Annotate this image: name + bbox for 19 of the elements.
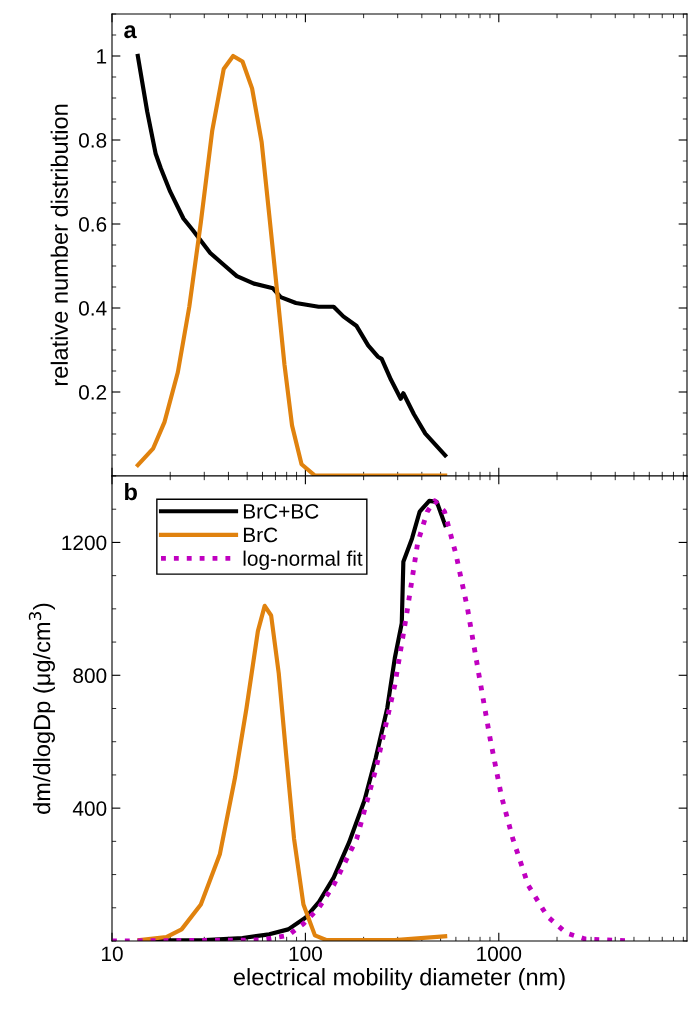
y-axis-title: dm/dlogDp (μg/cm$^{3}$) (28, 603, 55, 814)
y-tick-label: 800 (73, 668, 107, 684)
y-tick-label: 400 (72, 801, 107, 816)
y-tick-label: 1200 (62, 535, 107, 551)
legend-label: log-normal fit (243, 550, 363, 571)
x-tick-label: 10 (102, 946, 123, 962)
y-tick-label: 0.4 (78, 301, 107, 316)
y-tick-label: 0.8 (78, 133, 107, 148)
y-axis-title: relative number distribution (50, 104, 68, 386)
y-tick-label: 1 (97, 49, 107, 64)
legend-label: BrC+BC (243, 503, 319, 519)
annotation: b (125, 482, 137, 501)
x-axis-title: electrical mobility diameter (nm) (233, 968, 565, 991)
x-tick-label: 1000 (477, 946, 522, 962)
annotation: a (124, 25, 137, 39)
x-tick-label: 100 (289, 946, 322, 962)
legend-label: BrC (243, 527, 278, 543)
y-tick-label: 0.2 (78, 385, 107, 400)
y-tick-label: 0.6 (78, 217, 107, 232)
